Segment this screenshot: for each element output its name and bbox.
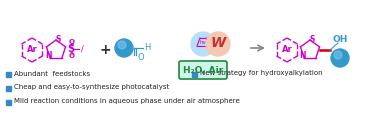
- Circle shape: [115, 39, 133, 57]
- Text: N: N: [300, 52, 306, 60]
- Circle shape: [118, 41, 126, 49]
- Text: S: S: [55, 35, 61, 43]
- Text: +: +: [99, 43, 111, 57]
- Text: /: /: [81, 44, 84, 54]
- Text: H₂O, Air: H₂O, Air: [183, 66, 223, 74]
- Text: S: S: [309, 35, 315, 43]
- Text: hν: hν: [200, 40, 206, 45]
- Circle shape: [206, 32, 230, 56]
- Circle shape: [334, 51, 342, 59]
- Text: S: S: [67, 44, 74, 54]
- Text: Ar: Ar: [26, 44, 37, 54]
- Bar: [6, 100, 11, 104]
- Text: N: N: [46, 52, 52, 60]
- Text: Ar: Ar: [282, 44, 292, 54]
- Bar: [6, 71, 11, 76]
- Text: Cheap and easy-to-synthesize photocatalyst: Cheap and easy-to-synthesize photocataly…: [14, 85, 169, 90]
- Bar: [192, 71, 197, 76]
- Text: W: W: [211, 36, 226, 50]
- Text: Mild reaction conditions in aqueous phase under air atmosphere: Mild reaction conditions in aqueous phas…: [14, 99, 240, 104]
- Text: O: O: [69, 53, 75, 59]
- Text: Abundant  feedstocks: Abundant feedstocks: [14, 71, 90, 76]
- Text: O: O: [69, 39, 75, 45]
- FancyBboxPatch shape: [179, 61, 227, 79]
- Text: OH: OH: [332, 36, 348, 44]
- Text: H: H: [144, 43, 150, 53]
- Circle shape: [331, 49, 349, 67]
- Text: New strategy for hydroxyalkylation: New strategy for hydroxyalkylation: [200, 71, 323, 76]
- Circle shape: [191, 32, 215, 56]
- Bar: [6, 86, 11, 90]
- Text: O: O: [138, 54, 145, 62]
